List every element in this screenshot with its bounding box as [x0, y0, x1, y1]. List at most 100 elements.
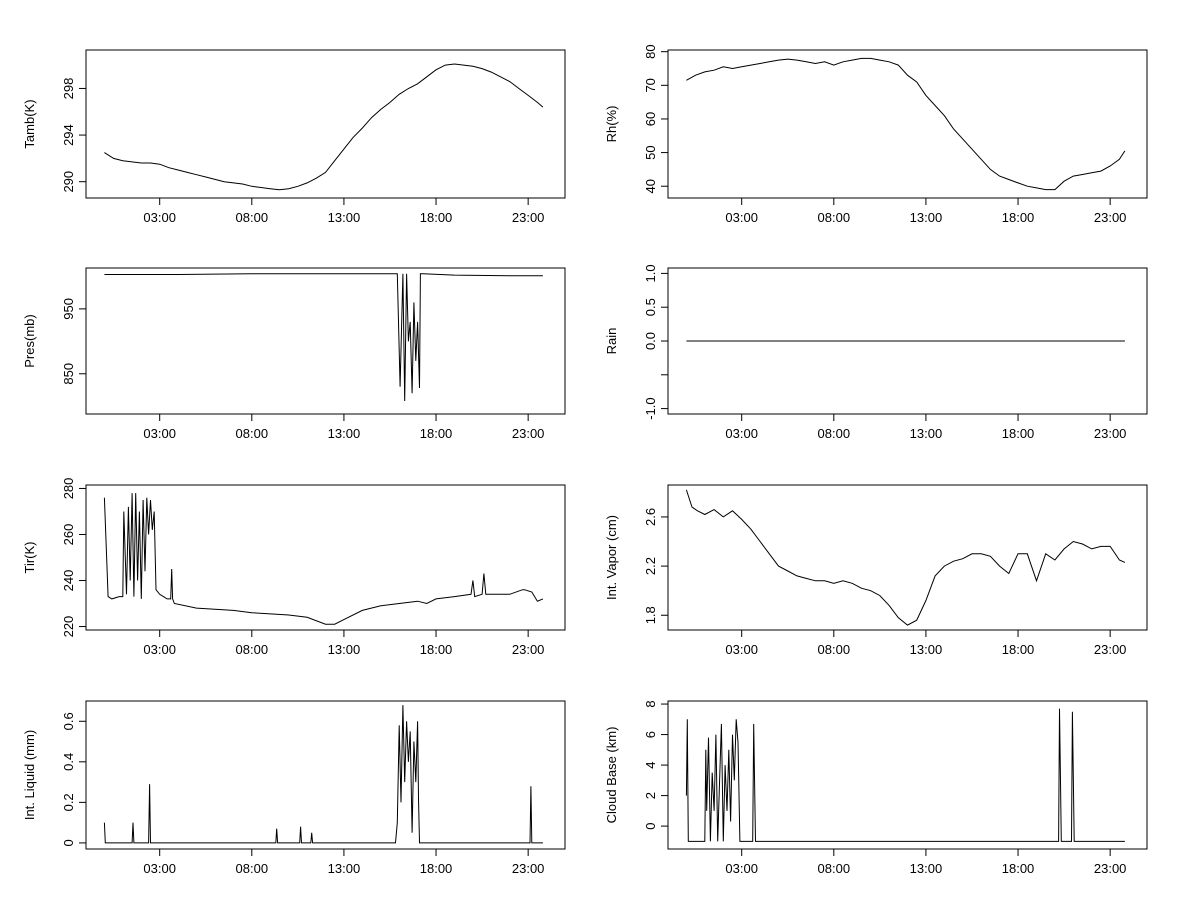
y-tick-label: 850 — [61, 363, 76, 385]
y-tick-label: 290 — [61, 171, 76, 193]
y-tick-label: 0.0 — [643, 332, 658, 350]
x-tick-label: 08:00 — [236, 210, 269, 225]
panel-rh: 03:00 08:00 13:00 18:00 23:00 40 50 60 70 80 Rh(%) — [604, 44, 1148, 225]
x-tick-label: 03:00 — [143, 642, 176, 657]
x-tick-label: 08:00 — [818, 642, 851, 657]
y-axis-label: Int. Liquid (mm) — [22, 730, 37, 820]
y-axis-label: Tir(K) — [22, 541, 37, 573]
y-tick-label: 70 — [643, 78, 658, 92]
x-tick-label: 08:00 — [236, 426, 269, 441]
series-line — [686, 57, 1126, 191]
x-tick-label: 23:00 — [512, 210, 545, 225]
panel-pres: 03:00 08:00 13:00 18:00 23:00 850 950 Pres(mb) — [22, 267, 566, 441]
y-tick-label: 2 — [643, 792, 658, 799]
x-tick-label: 03:00 — [143, 210, 176, 225]
y-tick-label: -1.0 — [643, 397, 658, 419]
panel-int-vapor: 03:00 08:00 13:00 18:00 23:00 1.8 2.2 2.6 Int. V… — [604, 484, 1148, 657]
panel-int-liquid: 03:00 08:00 13:00 18:00 23:00 0 0.2 0.4 0.6 Int. … — [22, 700, 566, 876]
x-tick-label: 03:00 — [725, 210, 758, 225]
y-tick-label: 6 — [643, 731, 658, 738]
x-tick-label: 08:00 — [818, 210, 851, 225]
panel-tamb: 03:00 08:00 13:00 18:00 23:00 290 294 298 Tamb(K… — [22, 49, 566, 225]
y-tick-label: 280 — [61, 478, 76, 500]
x-tick-label: 18:00 — [420, 426, 453, 441]
x-tick-label: 18:00 — [1002, 426, 1035, 441]
x-tick-label: 13:00 — [328, 861, 361, 876]
y-axis-label: Rh(%) — [604, 106, 619, 143]
x-tick-label: 03:00 — [725, 861, 758, 876]
series-line — [104, 63, 544, 191]
y-tick-label: 4 — [643, 761, 658, 768]
plot-frame — [667, 49, 1148, 199]
series-line — [685, 708, 1125, 842]
plot-frame — [667, 700, 1148, 850]
x-tick-label: 18:00 — [420, 642, 453, 657]
x-tick-label: 08:00 — [818, 426, 851, 441]
y-axis-label: Tamb(K) — [22, 99, 37, 148]
x-tick-label: 13:00 — [910, 426, 943, 441]
y-axis-label: Int. Vapor (cm) — [604, 515, 619, 600]
series-line — [103, 493, 544, 625]
x-tick-label: 23:00 — [1094, 426, 1127, 441]
y-axis-label: Pres(mb) — [22, 314, 37, 367]
y-tick-label: 260 — [61, 524, 76, 546]
y-tick-label: 80 — [643, 44, 658, 58]
y-tick-label: 0.6 — [61, 712, 76, 730]
x-tick-label: 13:00 — [328, 426, 361, 441]
panel-tir: 03:00 08:00 13:00 18:00 23:00 220 240 260 280 Tir… — [22, 478, 566, 657]
x-tick-label: 13:00 — [910, 861, 943, 876]
x-tick-label: 23:00 — [512, 861, 545, 876]
panel-rain: 03:00 08:00 13:00 18:00 23:00 -1.0 0.0 0.5 1.0 Ra… — [604, 264, 1148, 441]
x-tick-label: 23:00 — [512, 642, 545, 657]
y-tick-label: 0 — [643, 822, 658, 829]
x-tick-label: 03:00 — [725, 642, 758, 657]
x-tick-label: 18:00 — [420, 210, 453, 225]
series-line — [103, 705, 543, 844]
x-tick-label: 23:00 — [1094, 210, 1127, 225]
x-tick-label: 03:00 — [143, 426, 176, 441]
plot-frame — [667, 484, 1148, 631]
x-tick-label: 08:00 — [236, 642, 269, 657]
x-tick-label: 18:00 — [1002, 861, 1035, 876]
x-tick-label: 08:00 — [236, 861, 269, 876]
plot-frame — [85, 484, 566, 631]
y-tick-label: 8 — [643, 700, 658, 707]
y-tick-label: 950 — [61, 298, 76, 320]
series-line — [104, 273, 543, 402]
y-tick-label: 0.2 — [61, 793, 76, 811]
x-tick-label: 03:00 — [725, 426, 758, 441]
y-tick-label: 240 — [61, 570, 76, 592]
y-tick-label: 40 — [643, 179, 658, 193]
series-line — [685, 489, 1126, 626]
plot-frame — [85, 49, 566, 199]
x-tick-label: 13:00 — [328, 642, 361, 657]
x-tick-label: 18:00 — [1002, 642, 1035, 657]
x-tick-label: 18:00 — [1002, 210, 1035, 225]
x-tick-label: 23:00 — [512, 426, 545, 441]
y-tick-label: 50 — [643, 145, 658, 159]
y-tick-label: 0.4 — [61, 753, 76, 771]
x-tick-label: 08:00 — [818, 861, 851, 876]
y-tick-label: 60 — [643, 112, 658, 126]
y-tick-label: 294 — [61, 124, 76, 146]
plot-frame — [85, 267, 566, 415]
y-tick-label: 298 — [61, 78, 76, 100]
plot-frame — [85, 700, 566, 850]
x-tick-label: 13:00 — [910, 210, 943, 225]
y-tick-label: 1.8 — [643, 606, 658, 624]
x-tick-label: 23:00 — [1094, 861, 1127, 876]
y-axis-label: Rain — [604, 328, 619, 355]
y-tick-label: 1.0 — [643, 264, 658, 282]
x-tick-label: 03:00 — [143, 861, 176, 876]
x-tick-label: 18:00 — [420, 861, 453, 876]
y-tick-label: 2.6 — [643, 508, 658, 526]
x-tick-label: 23:00 — [1094, 642, 1127, 657]
y-tick-label: 0.5 — [643, 298, 658, 316]
y-axis-label: Cloud Base (km) — [604, 727, 619, 824]
x-tick-label: 13:00 — [910, 642, 943, 657]
y-tick-label: 220 — [61, 616, 76, 638]
y-tick-label: 2.2 — [643, 557, 658, 575]
x-tick-label: 13:00 — [328, 210, 361, 225]
panel-cloud-base: 03:00 08:00 13:00 18:00 23:00 0 2 4 6 8 Cloud Base… — [604, 700, 1148, 876]
